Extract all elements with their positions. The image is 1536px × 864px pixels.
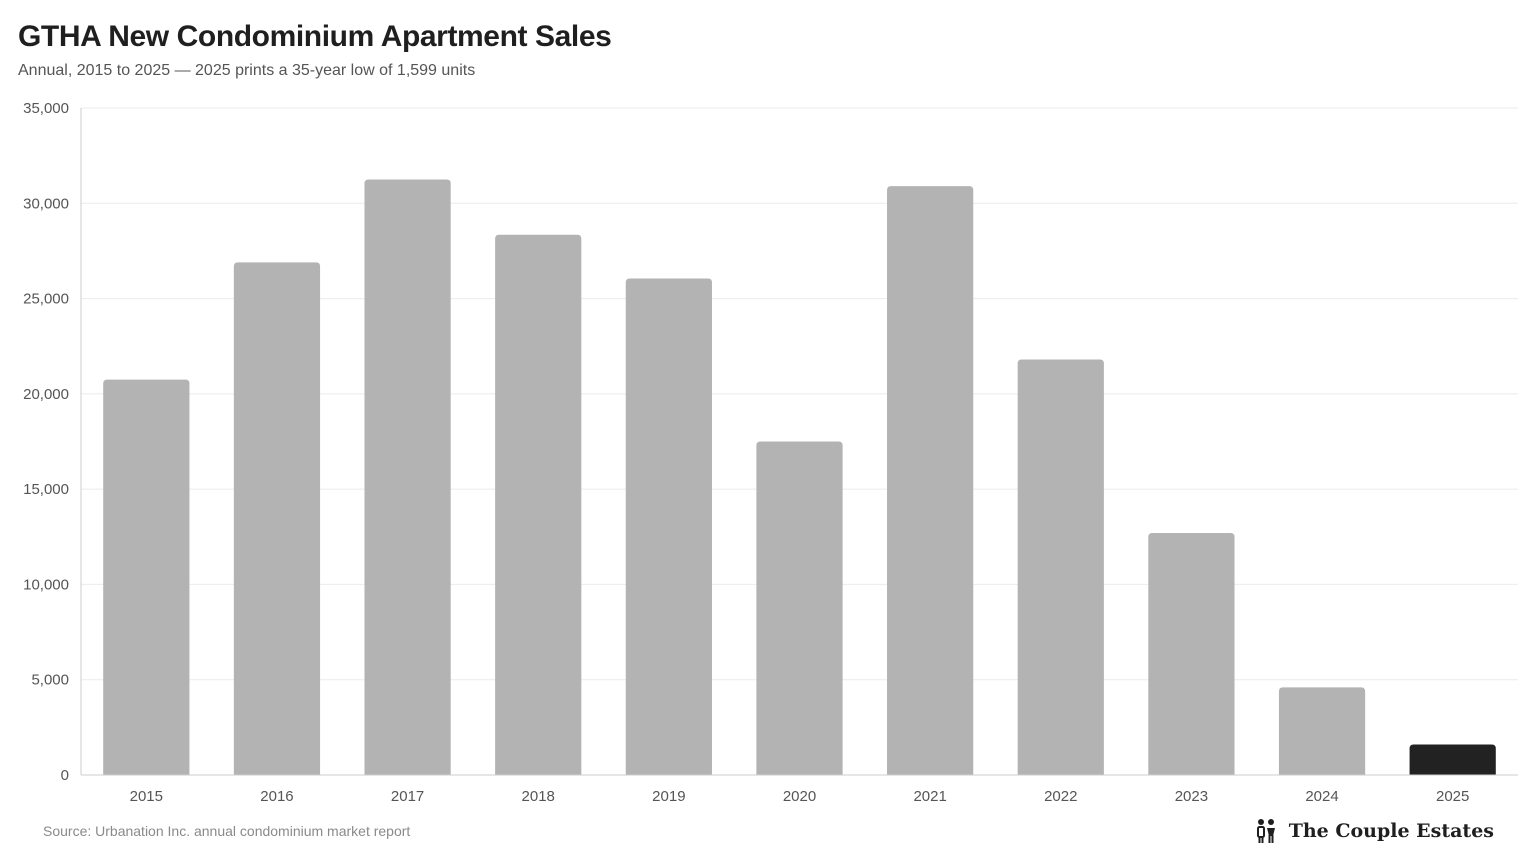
x-tick-label: 2018 bbox=[522, 788, 555, 805]
bar bbox=[756, 441, 843, 775]
y-tick-label: 5,000 bbox=[31, 672, 69, 689]
tick-labels: 0 5,000 10,000 15,000 20,000 25,000 30,000 35,0… bbox=[23, 100, 1469, 805]
x-tick-label: 2021 bbox=[913, 788, 946, 805]
x-tick-label: 2016 bbox=[260, 788, 293, 805]
couple-icon bbox=[1256, 819, 1275, 843]
x-tick-label: 2023 bbox=[1175, 788, 1208, 805]
brand-name: The Couple Estates bbox=[1288, 820, 1494, 842]
y-tick-label: 0 bbox=[61, 767, 69, 784]
x-tick-label: 2015 bbox=[130, 788, 163, 805]
x-tick-label: 2019 bbox=[652, 788, 685, 805]
chart-subtitle: Annual, 2015 to 2025 — 2025 prints a 35-… bbox=[18, 62, 476, 79]
y-tick-label: 15,000 bbox=[23, 481, 69, 498]
axes bbox=[80, 108, 1518, 776]
bar bbox=[364, 179, 451, 775]
bar bbox=[233, 262, 321, 775]
brand: The Couple Estates bbox=[1255, 818, 1494, 844]
y-tick-label: 10,000 bbox=[23, 576, 69, 593]
x-tick-label: 2025 bbox=[1436, 788, 1469, 805]
bar bbox=[625, 278, 712, 775]
x-tick-label: 2020 bbox=[783, 788, 816, 805]
bar bbox=[103, 379, 190, 775]
bar bbox=[495, 234, 582, 776]
y-tick-label: 20,000 bbox=[23, 386, 69, 403]
source-note: Source: Urbanation Inc. annual condomini… bbox=[43, 823, 411, 839]
y-tick-label: 25,000 bbox=[23, 291, 69, 308]
bar bbox=[1017, 359, 1104, 775]
x-tick-label: 2024 bbox=[1305, 788, 1338, 805]
x-tick-label: 2017 bbox=[391, 788, 424, 805]
y-tick-label: 35,000 bbox=[23, 100, 69, 117]
bars bbox=[103, 179, 1496, 776]
bar-highlight bbox=[1409, 744, 1496, 775]
chart-title: GTHA New Condominium Apartment Sales bbox=[18, 20, 612, 53]
bar bbox=[887, 186, 974, 776]
bar bbox=[1148, 532, 1235, 775]
bar bbox=[1278, 687, 1366, 775]
y-tick-label: 30,000 bbox=[23, 195, 69, 212]
x-tick-label: 2022 bbox=[1044, 788, 1077, 805]
